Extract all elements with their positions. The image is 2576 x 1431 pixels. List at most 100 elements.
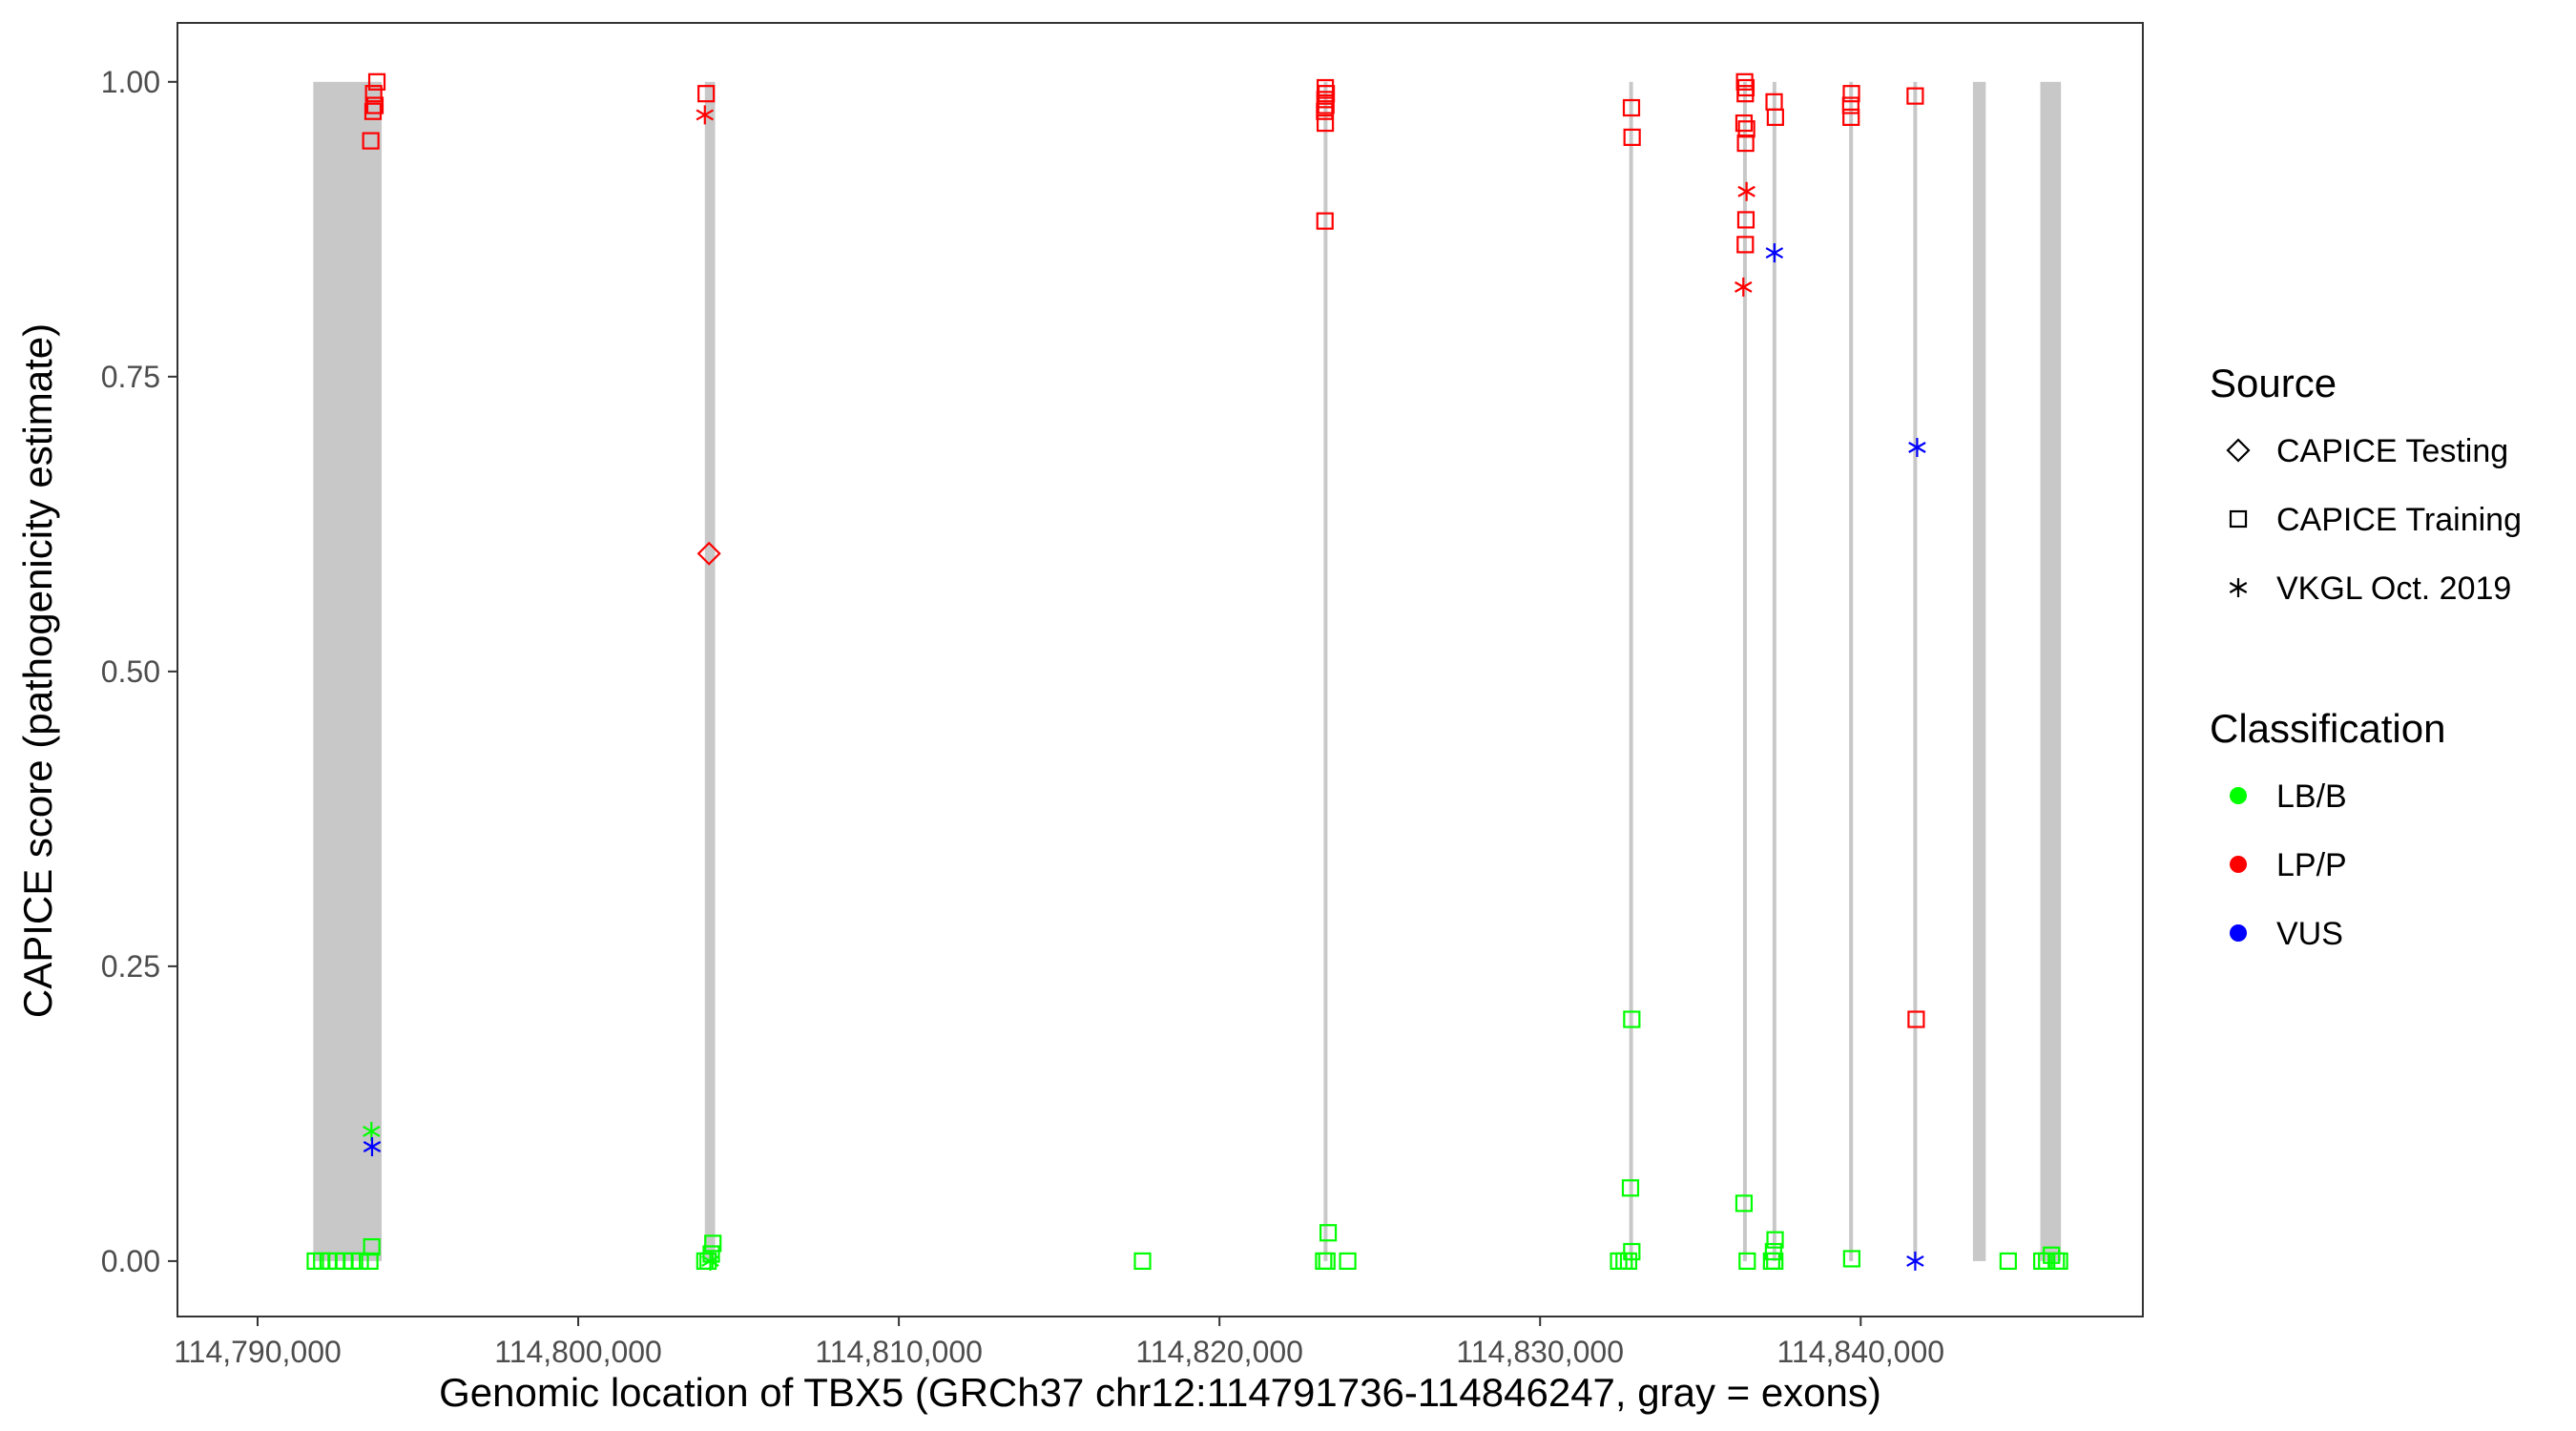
y-tick-label: 0.75 xyxy=(101,360,160,394)
data-point xyxy=(1736,134,1755,153)
data-point xyxy=(1842,85,1860,103)
series-vkgl-oct-2019-vus xyxy=(363,243,1926,1271)
data-point xyxy=(363,1137,382,1157)
data-point xyxy=(1735,277,1753,297)
exon-bar xyxy=(1772,81,1776,1261)
exon-bar xyxy=(1913,81,1918,1261)
legend-source: Source CAPICE Testing CAPICE Training VKGL… xyxy=(2210,361,2522,607)
data-point xyxy=(1735,73,1754,91)
data-point xyxy=(1766,108,1784,126)
data-point xyxy=(1842,108,1860,126)
data-point xyxy=(2050,1252,2068,1271)
exon-bar xyxy=(313,81,383,1261)
data-points xyxy=(306,73,2068,1271)
data-point xyxy=(1842,1250,1860,1268)
data-point xyxy=(1619,1252,1638,1271)
data-point xyxy=(1765,243,1784,263)
series-vkgl-oct-2019-lp-p xyxy=(696,105,1755,297)
legend-source-label: CAPICE Training xyxy=(2276,502,2522,538)
exon-bar xyxy=(1742,81,1747,1261)
legend-color-dot xyxy=(2230,856,2247,873)
data-point xyxy=(1318,1252,1336,1271)
data-point xyxy=(1623,1010,1641,1028)
plot-border xyxy=(177,22,2144,1317)
data-point xyxy=(1766,1231,1784,1249)
exon-bar xyxy=(1323,81,1328,1261)
data-point xyxy=(1735,1194,1754,1213)
data-point xyxy=(1906,87,1924,105)
data-point xyxy=(365,96,384,114)
legend-color-dot xyxy=(2230,787,2247,804)
exon-bar xyxy=(2040,81,2062,1261)
legend-classification: Classification LB/B LP/P VUS xyxy=(2210,706,2445,952)
legend-key-diamond xyxy=(2226,438,2251,463)
data-point xyxy=(1623,128,1641,147)
y-tick-label: 0.25 xyxy=(101,949,160,984)
x-tick-label: 114,840,000 xyxy=(1776,1335,1944,1369)
data-point xyxy=(364,85,383,103)
data-point xyxy=(1908,437,1926,457)
exon-bar xyxy=(1849,81,1854,1261)
data-point xyxy=(1736,211,1755,229)
x-axis-title: Genomic location of TBX5 (GRCh37 chr12:1… xyxy=(439,1370,1881,1415)
x-tick-label: 114,820,000 xyxy=(1135,1335,1303,1369)
legend-source-label: VKGL Oct. 2019 xyxy=(2276,570,2511,607)
data-point xyxy=(363,1237,381,1256)
data-point xyxy=(364,102,383,120)
data-point xyxy=(2038,1252,2056,1271)
legend-source-item: CAPICE Training xyxy=(2229,502,2522,538)
data-point xyxy=(1316,212,1334,230)
data-point xyxy=(1737,120,1755,138)
data-point xyxy=(1622,98,1641,117)
data-point xyxy=(367,73,386,91)
legend-classification-title: Classification xyxy=(2210,706,2445,751)
data-point xyxy=(1316,102,1334,120)
data-point xyxy=(1317,85,1336,103)
data-point xyxy=(1764,1242,1782,1261)
legend-classification-item: LB/B xyxy=(2230,778,2347,815)
legend-color-dot xyxy=(2230,924,2247,942)
y-tick-label: 0.00 xyxy=(101,1244,160,1278)
data-point xyxy=(1735,114,1754,133)
data-point xyxy=(1317,96,1335,114)
legend-classification-item: VUS xyxy=(2230,916,2343,952)
exon-bar xyxy=(704,81,716,1261)
data-point xyxy=(1736,85,1755,103)
data-point xyxy=(1766,1252,1784,1271)
legend-key-asterisk xyxy=(2229,578,2248,597)
exon-bar xyxy=(1972,81,1986,1261)
x-tick-label: 114,810,000 xyxy=(815,1335,983,1369)
legend-source-label: CAPICE Testing xyxy=(2276,433,2508,469)
legend-classification-label: LP/P xyxy=(2276,847,2347,883)
data-point xyxy=(1316,114,1335,133)
y-axis: 0.00 0.25 0.50 0.75 1.00 xyxy=(101,65,177,1278)
data-point xyxy=(697,85,716,103)
data-point xyxy=(1621,1179,1640,1197)
data-point xyxy=(361,1252,379,1271)
legend-classification-items: LB/B LP/P VUS xyxy=(2230,778,2347,952)
data-point xyxy=(1907,1010,1925,1028)
data-point xyxy=(1319,1224,1338,1242)
legend-classification-item: LP/P xyxy=(2230,847,2347,883)
x-tick-label: 114,800,000 xyxy=(494,1335,662,1369)
data-point xyxy=(1133,1252,1152,1271)
y-axis-title: CAPICE score (pathogenicity estimate) xyxy=(15,323,60,1018)
data-point xyxy=(1623,1242,1641,1261)
data-point xyxy=(1999,1252,2017,1271)
y-tick-label: 0.50 xyxy=(101,654,160,689)
data-point xyxy=(362,132,380,150)
plot-panel xyxy=(177,23,2143,1317)
exon-bar xyxy=(1629,81,1633,1261)
data-point xyxy=(1339,1252,1357,1271)
data-point xyxy=(696,541,721,566)
data-point xyxy=(1737,181,1755,201)
data-point xyxy=(351,1252,369,1271)
exon-bars xyxy=(313,81,2062,1261)
data-point xyxy=(704,1234,722,1253)
data-point xyxy=(696,105,715,125)
data-point xyxy=(1736,236,1755,254)
x-tick-label: 114,830,000 xyxy=(1456,1335,1624,1369)
legend-classification-label: VUS xyxy=(2276,916,2343,952)
y-tick-label: 1.00 xyxy=(101,65,160,99)
